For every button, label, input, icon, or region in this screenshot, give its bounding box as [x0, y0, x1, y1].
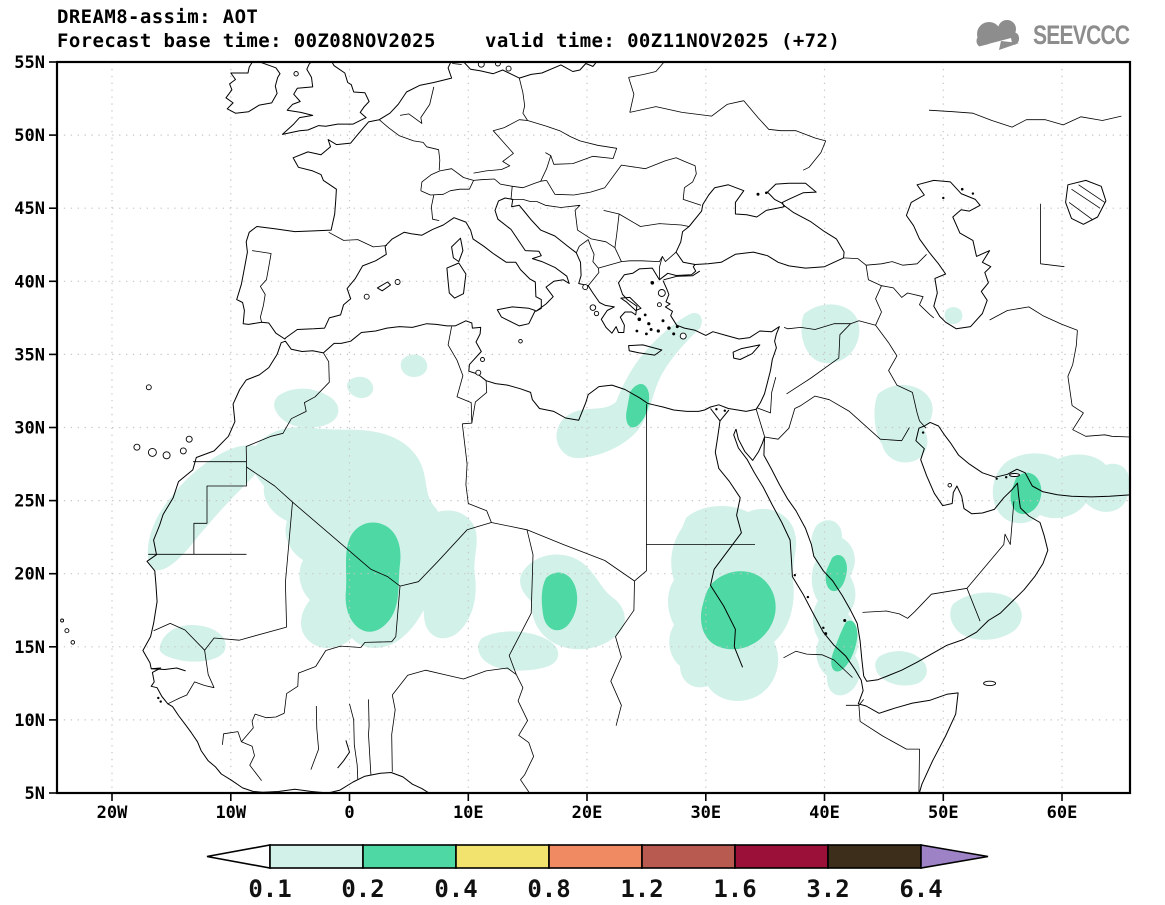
- lon-tick-label: 10W: [215, 803, 246, 823]
- lat-tick-label: 35N: [14, 345, 45, 365]
- aot-region-sudan-core: [700, 571, 776, 650]
- cloud-icon: [973, 20, 1020, 52]
- colorbar-label: 0.1: [248, 875, 291, 903]
- colorbar: 0.1 0.2 0.4 0.8 1.2 1.6 3.2 6.4: [206, 844, 989, 903]
- aot-region-benghazi-core: [626, 383, 650, 428]
- aot-region-senegal: [159, 624, 226, 662]
- aot-region-hormuz-core: [1010, 472, 1042, 515]
- aot-shaded-regions: [147, 304, 1130, 701]
- colorbar-segment: [269, 844, 364, 869]
- lat-tick-label: 10N: [14, 711, 45, 731]
- lon-tick-label: 60E: [1047, 803, 1078, 823]
- page-title: DREAM8-assim: AOT: [57, 6, 259, 28]
- aot-region-west-sahara-mali: [250, 427, 445, 649]
- lon-tick-label: 20W: [97, 803, 128, 823]
- colorbar-segment: [455, 844, 550, 869]
- colorbar-label: 6.4: [899, 875, 942, 903]
- lat-tick-label: 50N: [14, 126, 45, 146]
- aot-region-algeria-spot-1: [347, 376, 374, 399]
- aot-region-libya-egypt-coast: [556, 312, 702, 459]
- colorbar-segment: [827, 844, 922, 869]
- lon-tick-label: 30E: [690, 803, 721, 823]
- lon-tick-label: 40E: [809, 803, 840, 823]
- aot-region-red-sea-core-2: [831, 620, 858, 672]
- aot-region-chad-core: [541, 572, 578, 631]
- colorbar-segment: [548, 844, 643, 869]
- colorbar-segment: [734, 844, 829, 869]
- colorbar-segment: [641, 844, 736, 869]
- lon-tick-label: 20E: [572, 803, 603, 823]
- colorbar-left-arrow: [206, 844, 271, 869]
- lon-tick-label: 10E: [453, 803, 484, 823]
- aot-region-south-arabia: [950, 592, 1022, 640]
- aot-region-red-sea-core-1: [825, 555, 847, 592]
- lat-tick-label: 20N: [14, 565, 45, 585]
- lat-tick-label: 5N: [25, 784, 45, 804]
- aot-region-mali-core: [345, 522, 401, 632]
- lat-tick-label: 30N: [14, 419, 45, 439]
- lon-tick-label: 0: [344, 803, 354, 823]
- lat-tick-label: 55N: [14, 53, 45, 73]
- axis-ticks-and-labels: 20W 10W 0 10E 20E 30E 40E 50E 60E 55N 50N 45N 40N 35N…: [14, 53, 1077, 823]
- forecast-base-time: Forecast base time: 00Z08NOV2025: [57, 30, 436, 52]
- aot-region-lake-chad: [478, 631, 559, 671]
- lat-tick-label: 45N: [14, 199, 45, 219]
- colorbar-segment: [362, 844, 457, 869]
- colorbar-label: 0.8: [527, 875, 570, 903]
- colorbar-label: 1.2: [620, 875, 663, 903]
- aot-region-yemen-coast: [875, 651, 927, 686]
- aot-region-mauritania-coast: [147, 445, 265, 571]
- lon-tick-label: 50E: [928, 803, 959, 823]
- aot-region-niger-lobe: [420, 510, 477, 639]
- lat-tick-label: 40N: [14, 272, 45, 292]
- colorbar-label: 0.2: [341, 875, 384, 903]
- seevccc-logo: SEEVCCC: [967, 14, 1157, 56]
- aot-region-atlas: [274, 388, 339, 428]
- lat-tick-label: 25N: [14, 492, 45, 512]
- aot-region-algeria-spot-2: [400, 354, 428, 377]
- colorbar-label: 0.4: [434, 875, 477, 903]
- aot-region-iran-spot: [944, 307, 963, 325]
- logo-text: SEEVCCC: [1033, 19, 1130, 50]
- colorbar-label: 3.2: [806, 875, 849, 903]
- lat-tick-label: 15N: [14, 638, 45, 658]
- colorbar-right-arrow: [920, 844, 989, 869]
- coastlines-and-borders: [60, 62, 1130, 793]
- colorbar-label: 1.6: [713, 875, 756, 903]
- valid-time: valid time: 00Z11NOV2025 (+72): [485, 30, 841, 52]
- aot-region-syria: [801, 304, 860, 364]
